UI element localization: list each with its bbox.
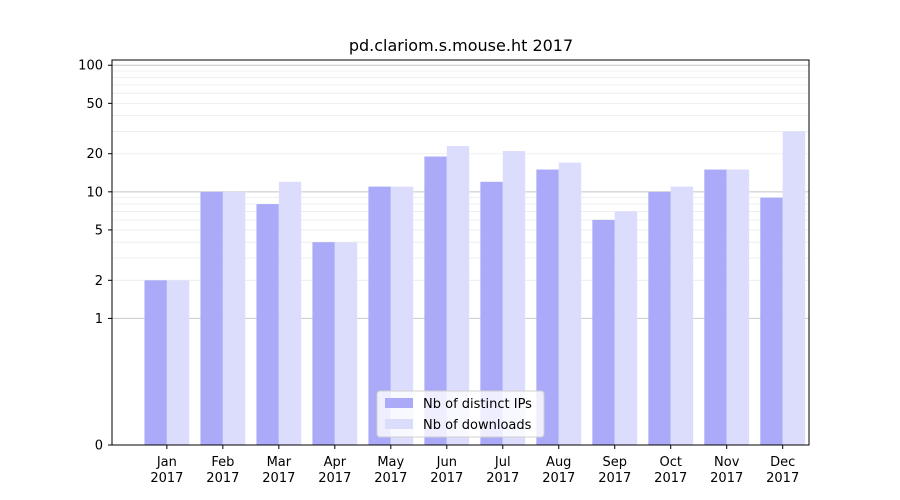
legend-label: Nb of downloads <box>423 418 532 433</box>
bar-downloads <box>670 186 694 445</box>
x-tick-label-year: 2017 <box>654 471 687 486</box>
x-tick-label-month: Feb <box>211 455 234 470</box>
x-tick-label-year: 2017 <box>542 471 575 486</box>
bar-distinct-ips <box>480 181 503 446</box>
bar-downloads <box>614 211 638 445</box>
x-tick-label-year: 2017 <box>598 471 631 486</box>
bar-distinct-ips <box>592 219 615 445</box>
bar-downloads <box>782 131 806 445</box>
x-tick-label-year: 2017 <box>766 471 799 486</box>
y-tick-label: 0 <box>95 439 103 454</box>
bar-distinct-ips <box>424 156 447 446</box>
bar-downloads <box>166 280 190 445</box>
bar-distinct-ips <box>760 197 783 445</box>
y-axis: 0 1 2 5 10 20 50 100 <box>78 59 112 454</box>
x-tick-label-year: 2017 <box>710 471 743 486</box>
bars <box>144 131 806 446</box>
x-tick-label-month: Dec <box>770 455 795 470</box>
x-tick-label-year: 2017 <box>262 471 295 486</box>
y-tick-label: 10 <box>86 185 103 200</box>
bar-distinct-ips <box>312 242 335 445</box>
y-tick-label: 2 <box>95 274 103 289</box>
x-tick-label-year: 2017 <box>374 471 407 486</box>
x-tick-label-month: Nov <box>714 455 740 470</box>
bar-distinct-ips <box>704 169 727 446</box>
x-tick-label-year: 2017 <box>486 471 519 486</box>
x-tick-label-month: Jan <box>156 455 177 470</box>
bar-distinct-ips <box>144 280 167 445</box>
legend-box <box>376 390 545 438</box>
legend-swatch <box>385 419 413 429</box>
x-axis: Jan2017Feb2017Mar2017Apr2017May2017Jun20… <box>150 445 799 486</box>
legend: Nb of distinct IPs Nb of downloads <box>376 390 545 438</box>
bar-downloads <box>222 191 246 445</box>
y-tick-label: 50 <box>86 97 103 112</box>
y-tick-label: 100 <box>78 59 103 74</box>
chart-title: pd.clariom.s.mouse.ht 2017 <box>349 36 573 55</box>
bar-distinct-ips <box>256 204 279 445</box>
x-tick-label-month: Aug <box>546 455 571 470</box>
legend-label: Nb of distinct IPs <box>423 397 532 412</box>
bar-downloads <box>726 169 750 446</box>
x-tick-label-month: Sep <box>602 455 627 470</box>
bar-distinct-ips <box>368 186 391 445</box>
x-tick-label-year: 2017 <box>150 471 183 486</box>
y-tick-label: 20 <box>86 147 103 162</box>
x-tick-label-month: Jul <box>494 455 511 470</box>
x-tick-label-year: 2017 <box>206 471 239 486</box>
x-tick-label-month: Oct <box>659 455 681 470</box>
bar-downloads <box>446 146 470 446</box>
bar-downloads <box>502 151 526 446</box>
bar-downloads <box>278 181 302 446</box>
y-tick-label: 5 <box>95 223 103 238</box>
x-tick-label-month: May <box>377 455 404 470</box>
bar-downloads <box>334 242 358 445</box>
plot-frame <box>111 59 810 446</box>
legend-swatch <box>385 398 413 408</box>
bar-distinct-ips <box>200 191 223 445</box>
x-tick-label-year: 2017 <box>430 471 463 486</box>
x-tick-label-month: Mar <box>267 455 292 470</box>
x-tick-label-year: 2017 <box>318 471 351 486</box>
bar-downloads <box>390 186 414 445</box>
x-tick-label-month: Jun <box>436 455 457 470</box>
bar-downloads <box>558 162 582 445</box>
bar-distinct-ips <box>536 169 559 446</box>
y-tick-label: 1 <box>95 312 103 327</box>
x-tick-label-month: Apr <box>324 455 347 470</box>
bar-distinct-ips <box>648 191 671 445</box>
